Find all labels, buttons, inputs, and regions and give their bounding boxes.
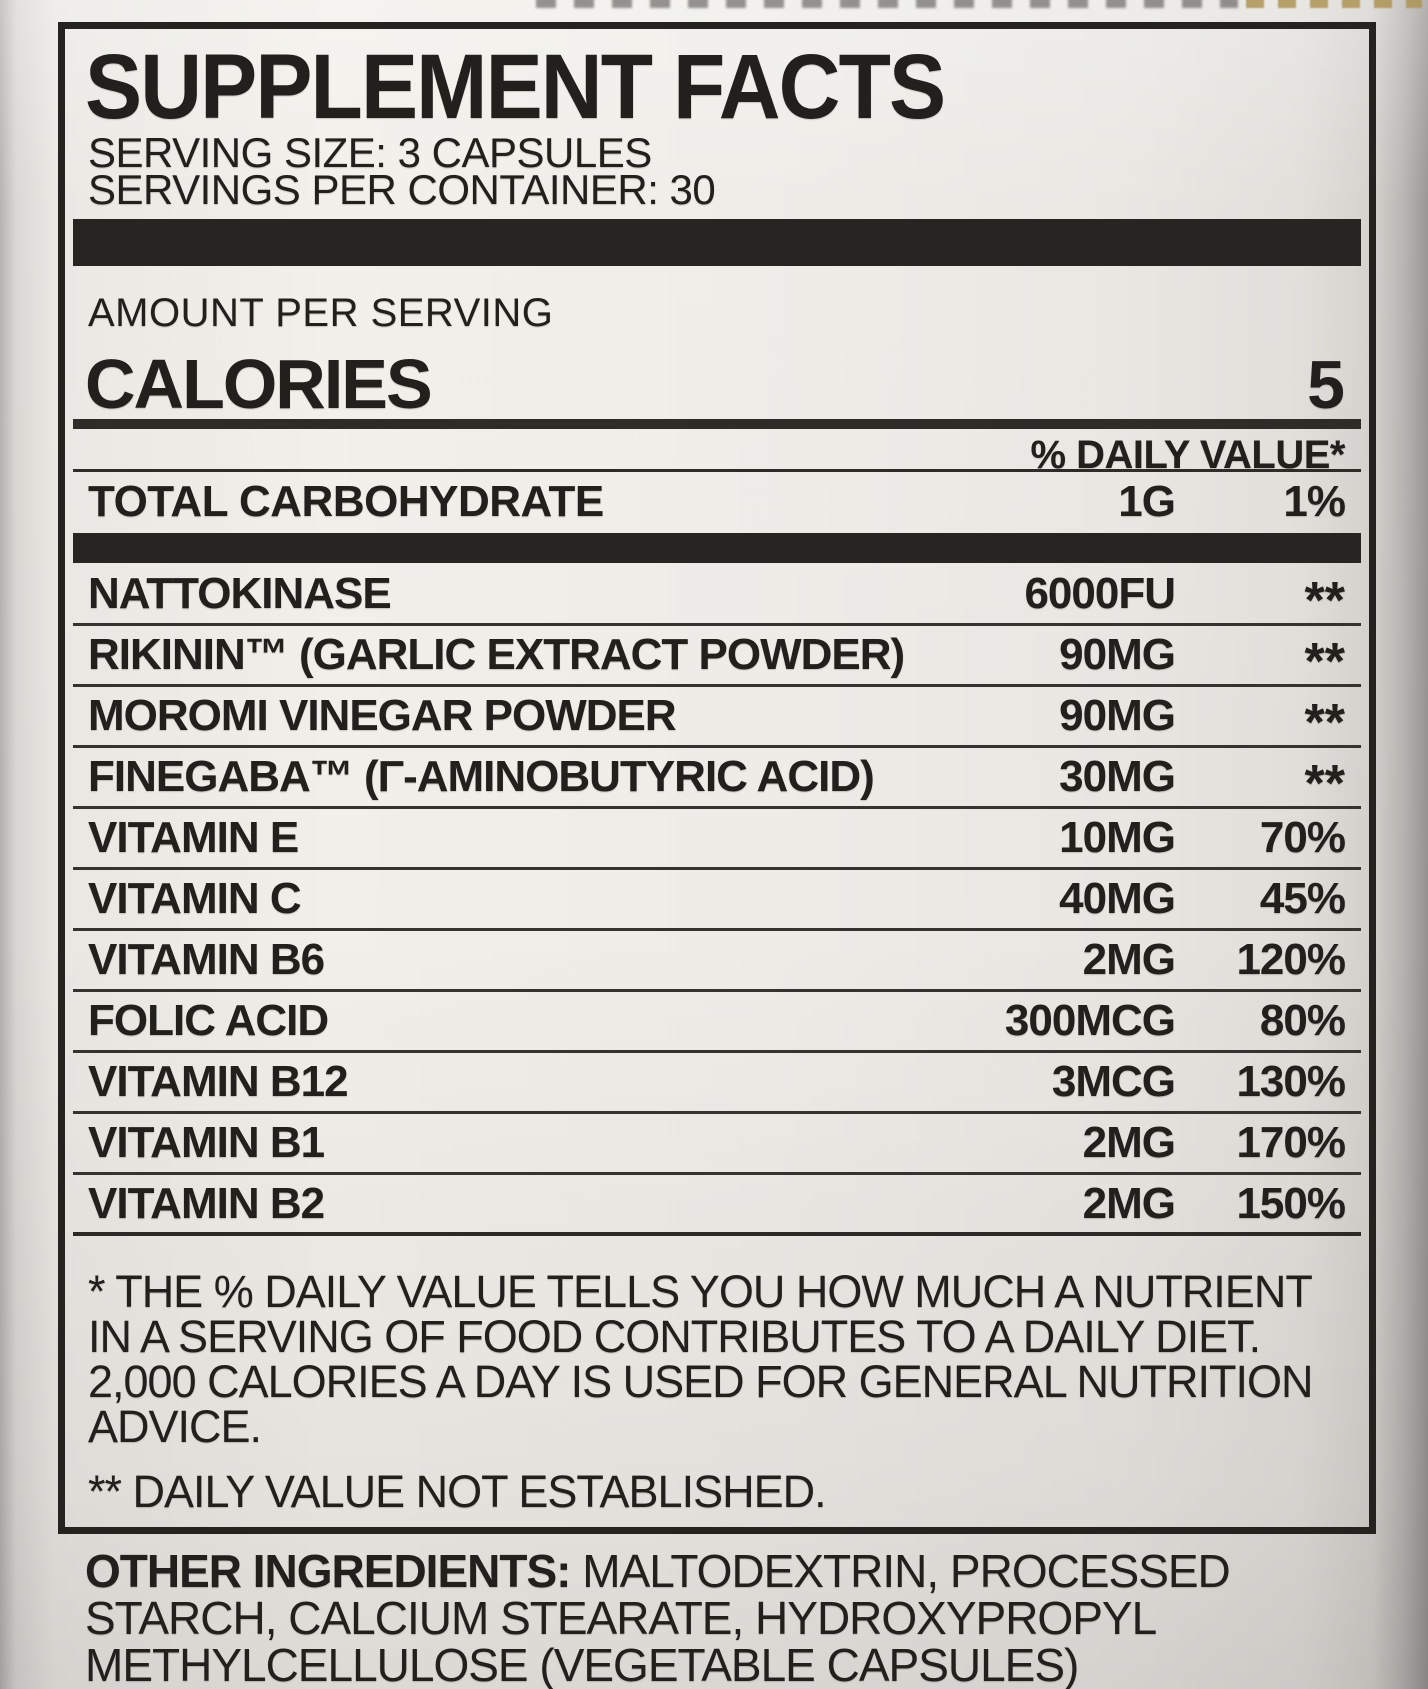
nutrient-row-vitamin-c: VITAMIN C 40MG 45% <box>73 870 1361 931</box>
row-daily-value: 70% <box>1259 813 1346 862</box>
nutrient-row-folic-acid: FOLIC ACID 300MCG 80% <box>73 992 1361 1053</box>
supplement-facts-box: SUPPLEMENT FACTS SERVING SIZE: 3 CAPSULE… <box>58 22 1376 1534</box>
calories-label: CALORIES <box>85 345 433 423</box>
row-name: VITAMIN B1 <box>88 1118 325 1167</box>
other-ingredients-lead: OTHER INGREDIENTS: <box>85 1545 571 1597</box>
row-name: NATTOKINASE <box>88 569 392 618</box>
row-amount: 2MG <box>1082 1118 1176 1167</box>
row-daily-value: ** <box>1304 755 1345 814</box>
row-daily-value: 45% <box>1259 874 1346 923</box>
row-name: FINEGABA™ (Γ-AMINOBUTYRIC ACID) <box>88 752 875 801</box>
nutrient-row-vitamin-b12: VITAMIN B12 3MCG 130% <box>73 1053 1361 1114</box>
divider-under-calories <box>73 419 1361 429</box>
row-amount: 300MCG <box>1004 996 1176 1045</box>
footnote-line: * THE % DAILY VALUE TELLS YOU HOW MUCH A… <box>88 1266 1313 1317</box>
row-name: TOTAL CARBOHYDRATE <box>88 477 604 526</box>
footnote-line: 2,000 CALORIES A DAY IS USED FOR GENERAL… <box>88 1356 1314 1407</box>
other-ingredients-rest: MALTODEXTRIN, PROCESSED <box>570 1545 1231 1597</box>
nutrient-row-vitamin-b1: VITAMIN B1 2MG 170% <box>73 1114 1361 1175</box>
row-name: VITAMIN C <box>88 874 302 923</box>
footnote-line: IN A SERVING OF FOOD CONTRIBUTES TO A DA… <box>88 1311 1261 1362</box>
row-amount: 3MCG <box>1051 1057 1176 1106</box>
row-name: VITAMIN B2 <box>88 1178 325 1228</box>
clipped-top-print-gray <box>536 0 1238 8</box>
nutrient-row-vitamin-e: VITAMIN E 10MG 70% <box>73 809 1361 870</box>
separator-bar-top <box>73 219 1361 266</box>
nutrient-row-rikinin: RIKININ™ (GARLIC EXTRACT POWDER) 90MG ** <box>73 626 1361 691</box>
row-amount: 10MG <box>1059 813 1176 862</box>
amount-per-serving-label: AMOUNT PER SERVING <box>88 291 554 335</box>
row-daily-value: ** <box>1304 633 1345 692</box>
nutrient-row-finegaba: FINEGABA™ (Γ-AMINOBUTYRIC ACID) 30MG ** <box>73 748 1361 813</box>
row-daily-value: ** <box>1304 694 1345 753</box>
other-ingredients-line: STARCH, CALCIUM STEARATE, HYDROXYPROPYL <box>85 1592 1157 1644</box>
row-amount: 6000FU <box>1024 569 1176 618</box>
row-amount: 1G <box>1118 477 1176 526</box>
other-ingredients-line: OTHER INGREDIENTS: MALTODEXTRIN, PROCESS… <box>85 1545 1231 1597</box>
nutrient-row-nattokinase: NATTOKINASE 6000FU ** <box>73 565 1361 630</box>
row-name: VITAMIN B6 <box>88 935 325 984</box>
row-name: RIKININ™ (GARLIC EXTRACT POWDER) <box>88 630 905 679</box>
row-name: VITAMIN E <box>88 813 299 862</box>
footnote-line: ADVICE. <box>88 1401 262 1452</box>
row-daily-value: 80% <box>1259 996 1346 1045</box>
nutrient-row-moromi-vinegar: MOROMI VINEGAR POWDER 90MG ** <box>73 687 1361 752</box>
supplement-facts-title: SUPPLEMENT FACTS <box>85 36 946 138</box>
row-amount: 2MG <box>1082 935 1176 984</box>
clipped-top-print-gold <box>1246 0 1422 8</box>
row-amount: 90MG <box>1059 630 1176 679</box>
footnote-daily-value: * THE % DAILY VALUE TELLS YOU HOW MUCH A… <box>88 1269 1339 1449</box>
separator-bar-middle <box>73 533 1361 563</box>
row-amount: 30MG <box>1059 752 1176 801</box>
calories-value: 5 <box>1307 347 1345 423</box>
nutrient-row-vitamin-b2: VITAMIN B2 2MG 150% <box>73 1175 1361 1236</box>
nutrient-row-vitamin-b6: VITAMIN B6 2MG 120% <box>73 931 1361 992</box>
other-ingredients-text: OTHER INGREDIENTS: MALTODEXTRIN, PROCESS… <box>85 1545 1231 1689</box>
other-ingredients-line: METHYLCELLULOSE (VEGETABLE CAPSULES) <box>85 1639 1079 1689</box>
nutrient-row-total-carbohydrate: TOTAL CARBOHYDRATE 1G 1% <box>73 474 1361 530</box>
row-daily-value: ** <box>1304 572 1345 631</box>
divider-under-dv-header <box>73 469 1361 472</box>
row-name: VITAMIN B12 <box>88 1057 349 1106</box>
row-name: FOLIC ACID <box>88 996 329 1045</box>
row-daily-value: 130% <box>1236 1057 1346 1106</box>
row-daily-value: 120% <box>1236 935 1346 984</box>
row-amount: 90MG <box>1059 691 1176 740</box>
row-name: MOROMI VINEGAR POWDER <box>88 691 677 740</box>
row-amount: 40MG <box>1059 874 1176 923</box>
row-daily-value: 170% <box>1236 1118 1346 1167</box>
row-daily-value: 1% <box>1283 477 1346 526</box>
row-amount: 2MG <box>1082 1178 1176 1228</box>
servings-per-container-line: SERVINGS PER CONTAINER: 30 <box>88 166 716 213</box>
row-daily-value: 150% <box>1236 1178 1346 1228</box>
serving-size-line: SERVING SIZE: 3 CAPSULES <box>88 129 652 176</box>
footnote-not-established: ** DAILY VALUE NOT ESTABLISHED. <box>88 1466 827 1517</box>
